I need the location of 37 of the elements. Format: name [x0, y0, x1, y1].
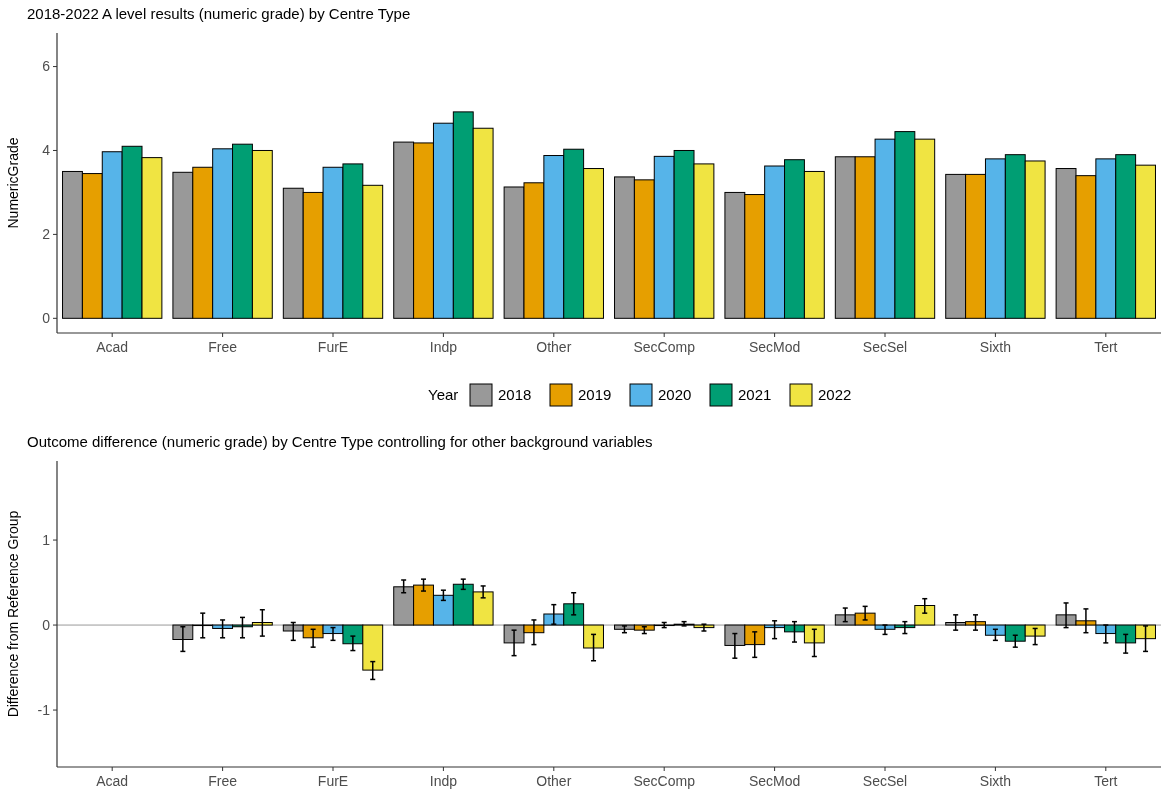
y-tick-label: 2 — [42, 226, 51, 243]
y-tick-label: 1 — [42, 531, 51, 548]
x-tick-label: Free — [208, 773, 238, 789]
legend-label: 2021 — [738, 386, 772, 404]
y-tick-label: 6 — [42, 58, 51, 75]
y-tick-label: 0 — [42, 616, 51, 633]
legend-title: Year — [428, 386, 459, 404]
x-tick-label: Acad — [96, 773, 129, 789]
x-tick-label: Tert — [1094, 773, 1118, 789]
y-axis-title: Difference from Reference Group — [5, 510, 21, 718]
y-tick-label: 0 — [42, 310, 51, 327]
legend-label: 2019 — [578, 386, 612, 404]
x-tick-label: SecSel — [862, 773, 908, 789]
x-tick-label: SecMod — [748, 339, 801, 355]
x-tick-label: Indp — [429, 773, 458, 789]
legend-label: 2020 — [658, 386, 692, 404]
y-axis-title: NumericGrade — [5, 137, 21, 229]
x-tick-label: Other — [536, 339, 572, 355]
y-tick-label: 4 — [42, 142, 51, 159]
legend-label: 2018 — [498, 386, 532, 404]
x-tick-label: Free — [208, 339, 238, 355]
x-tick-label: Sixth — [979, 773, 1011, 789]
legend-label: 2022 — [818, 386, 852, 404]
x-tick-label: FurE — [317, 773, 349, 789]
x-tick-label: Other — [536, 773, 572, 789]
x-tick-label: SecComp — [633, 339, 696, 355]
x-tick-label: Acad — [96, 339, 129, 355]
x-tick-label: Tert — [1094, 339, 1118, 355]
x-tick-label: SecMod — [748, 773, 801, 789]
x-tick-label: SecComp — [633, 773, 696, 789]
x-tick-label: FurE — [317, 339, 349, 355]
chart-title: Outcome difference (numeric grade) by Centre Type controlling for other background variables — [27, 433, 653, 450]
x-tick-label: Indp — [429, 339, 458, 355]
x-tick-label: SecSel — [862, 339, 908, 355]
x-tick-label: Sixth — [979, 339, 1011, 355]
y-tick-label: -1 — [37, 701, 51, 718]
chart-title: 2018-2022 A level results (numeric grade) by Centre Type — [27, 5, 411, 22]
